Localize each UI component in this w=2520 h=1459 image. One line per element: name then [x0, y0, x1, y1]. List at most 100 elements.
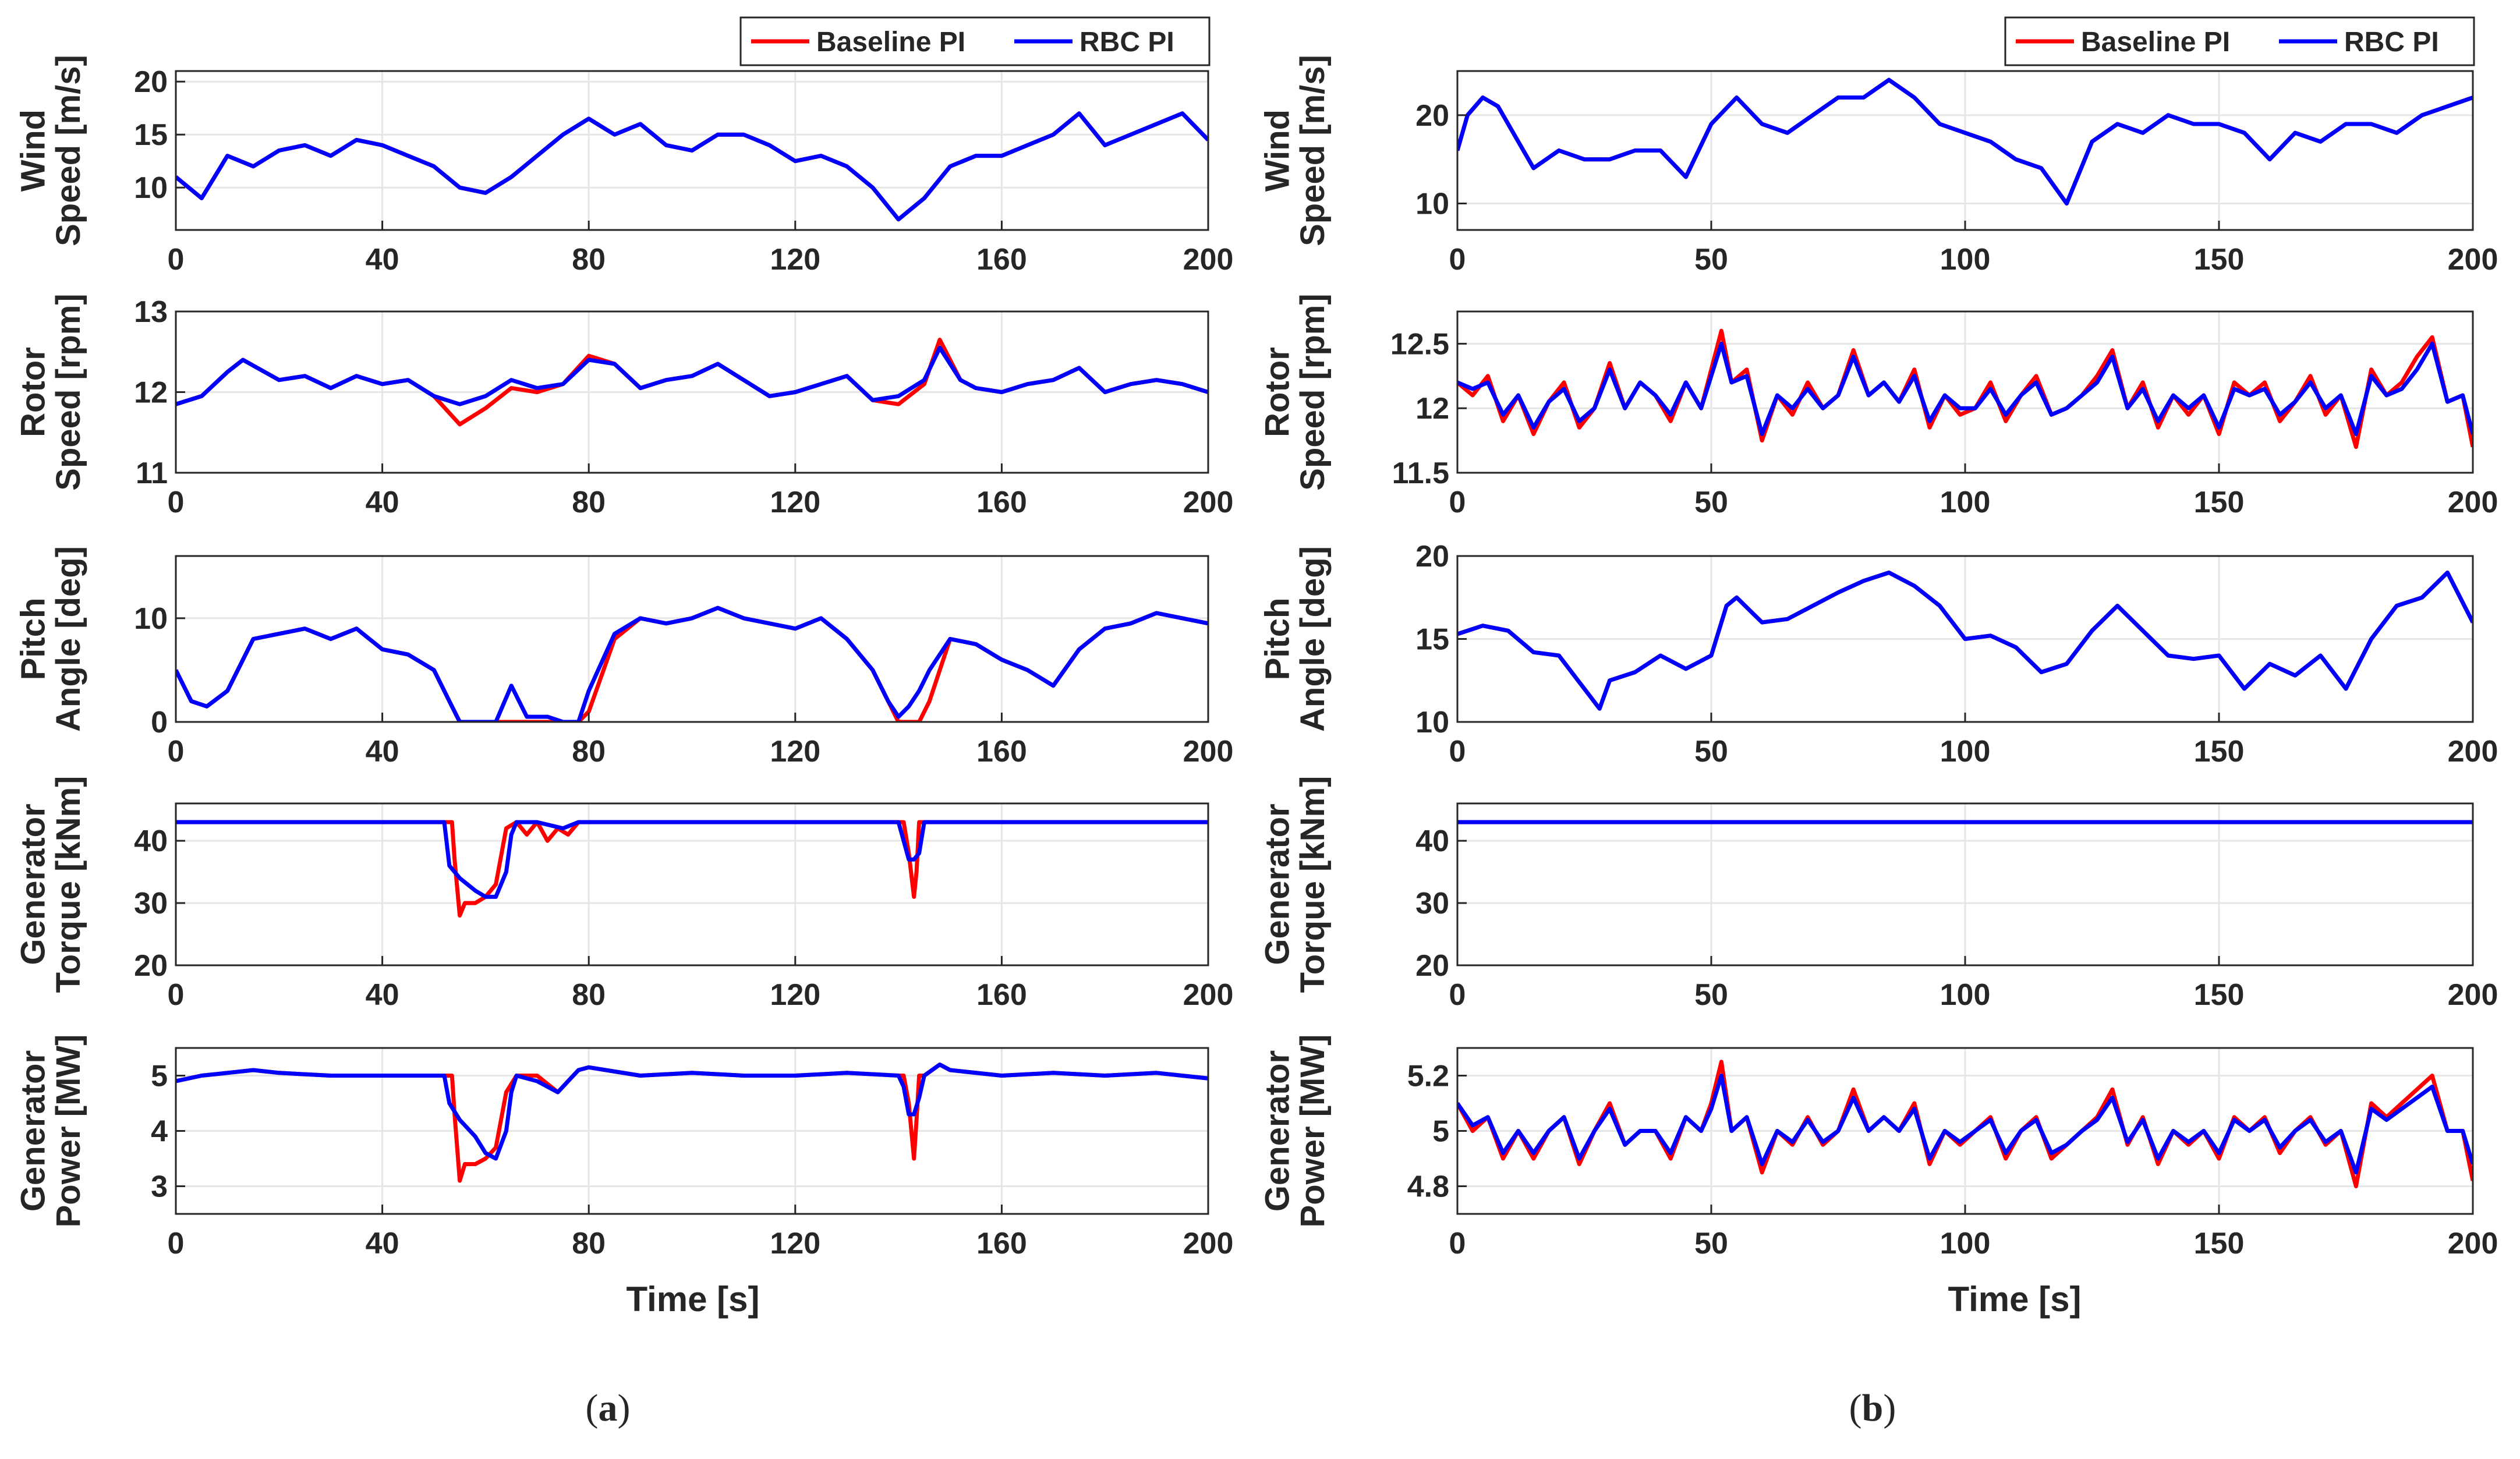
x-tick-label: 0: [1449, 978, 1466, 1012]
x-tick-label: 0: [1449, 1227, 1466, 1260]
subplot-b-pitch: 0 50 100 150 200 10 15 20 PitchAngle [deg]: [1258, 540, 2498, 769]
y-axis-label-line2: Speed [rpm]: [49, 293, 87, 490]
x-tick-label: 150: [2194, 1227, 2245, 1260]
y-axis-label-line1: Pitch: [1258, 598, 1296, 681]
y-axis-label-line1: Generator: [1258, 1050, 1296, 1212]
x-tick-label: 200: [1183, 735, 1234, 769]
y-axis-label-line1: Generator: [1258, 803, 1296, 965]
y-axis-label: WindSpeed [m/s]: [1258, 55, 1332, 246]
y-axis-label-line1: Generator: [14, 803, 52, 965]
y-tick-label: 15: [1415, 623, 1449, 657]
x-tick-label: 100: [1940, 978, 1991, 1012]
series-line-baseline-pi: [176, 820, 1208, 918]
series-line-rbc-pi: [1457, 341, 2473, 436]
axes-box: [175, 555, 1209, 723]
x-tick-label: 80: [572, 1227, 606, 1260]
x-tick-label: 150: [2194, 978, 2245, 1012]
legend-box: [2004, 16, 2475, 66]
y-axis-label: GeneratorPower [MW]: [1258, 1035, 1332, 1228]
x-tick-label: 80: [572, 978, 606, 1012]
y-axis-label-line2: Torque [kNm]: [49, 776, 87, 993]
y-axis-label-line2: Power [MW]: [49, 1035, 87, 1228]
x-tick-label: 200: [2448, 735, 2498, 769]
y-axis-label: GeneratorPower [MW]: [14, 1035, 87, 1228]
x-axis-label-b: Time [s]: [1948, 1280, 2082, 1319]
y-tick-label: 12: [1415, 392, 1449, 426]
subplot-a-power: 0 40 80 120 160 200 3 4 5 GeneratorPower [MW]: [14, 1035, 1233, 1260]
y-tick-label: 20: [1415, 540, 1449, 573]
y-tick-label: 20: [1415, 949, 1449, 983]
x-tick-label: 100: [1940, 243, 1991, 277]
x-tick-label: 150: [2194, 486, 2245, 519]
y-tick-label: 12.5: [1390, 327, 1449, 361]
y-tick-label: 30: [1415, 887, 1449, 920]
x-tick-label: 200: [2448, 486, 2498, 519]
caption-b-letter: b: [1862, 1387, 1884, 1429]
y-axis-label: GeneratorTorque [kNm]: [1258, 776, 1332, 993]
x-tick-label: 0: [1449, 243, 1466, 277]
x-tick-label: 50: [1694, 978, 1728, 1012]
subplot-b-wind: 0 50 100 150 200 10 20 WindSpeed [m/s] Baseline …: [1258, 16, 2498, 277]
y-tick-label: 10: [1415, 187, 1449, 221]
subplot-b-torque: 0 50 100 150 200 20 30 40 GeneratorTorque [kNm]: [1258, 776, 2498, 1012]
y-axis-label-line1: Rotor: [14, 347, 52, 437]
legend: Baseline PI RBC PI: [2004, 16, 2475, 66]
y-axis-label-line1: Wind: [1258, 109, 1296, 192]
x-tick-label: 0: [1449, 735, 1466, 769]
series-line-rbc-pi: [176, 605, 1208, 722]
x-tick-label: 50: [1694, 735, 1728, 769]
y-tick-label: 15: [134, 118, 168, 152]
series-line-rbc-pi: [1457, 571, 2473, 711]
y-tick-label: 11.5: [1392, 456, 1449, 490]
legend-label-baseline-pi: Baseline PI: [816, 27, 965, 58]
x-tick-label: 50: [1694, 243, 1728, 277]
subplot-b-power: 0 50 100 150 200 4.8 5 5.2 GeneratorPower [MW]: [1258, 1035, 2498, 1260]
x-tick-label: 200: [1183, 486, 1234, 519]
y-axis-label-line2: Speed [m/s]: [49, 55, 87, 246]
legend: Baseline PI RBC PI: [739, 16, 1211, 66]
x-tick-label: 200: [1183, 243, 1234, 277]
x-tick-label: 40: [366, 1227, 399, 1260]
x-tick-label: 0: [168, 1227, 185, 1260]
y-axis-label-line1: Pitch: [14, 598, 52, 681]
series-line-rbc-pi: [176, 820, 1208, 899]
legend-box: [739, 16, 1211, 66]
y-tick-label: 30: [134, 887, 168, 920]
plot-area: [176, 803, 1208, 965]
y-tick-label: 10: [1415, 706, 1449, 739]
x-tick-label: 200: [1183, 978, 1234, 1012]
y-tick-label: 20: [134, 65, 168, 99]
x-tick-label: 0: [168, 735, 185, 769]
y-tick-label: 12: [134, 376, 168, 410]
legend-label-baseline-pi: Baseline PI: [2081, 27, 2230, 58]
x-tick-label: 80: [572, 486, 606, 519]
x-tick-label: 0: [168, 486, 185, 519]
y-tick-label: 13: [134, 295, 168, 329]
series-line-rbc-pi: [1457, 77, 2473, 206]
x-axis-label-a: Time [s]: [627, 1280, 760, 1319]
y-axis-label-line1: Wind: [14, 109, 52, 192]
y-axis-label-line2: Torque [kNm]: [1294, 776, 1332, 993]
y-axis-label: GeneratorTorque [kNm]: [14, 776, 87, 993]
x-tick-label: 160: [976, 486, 1027, 519]
x-tick-label: 200: [2448, 978, 2498, 1012]
y-tick-label: 5.2: [1407, 1060, 1449, 1093]
x-tick-label: 120: [770, 978, 820, 1012]
x-tick-label: 120: [770, 735, 820, 769]
subplot-a-rotor: 0 40 80 120 160 200 11 12 13 RotorSpeed [rpm]: [14, 293, 1233, 519]
x-tick-label: 40: [366, 735, 399, 769]
y-tick-label: 20: [134, 949, 168, 983]
y-tick-label: 0: [151, 706, 168, 739]
y-axis-label-line2: Speed [m/s]: [1294, 55, 1332, 246]
y-tick-label: 3: [151, 1170, 168, 1204]
y-tick-label: 4.8: [1407, 1170, 1449, 1204]
x-tick-label: 160: [976, 243, 1027, 277]
series-line-rbc-pi: [176, 345, 1208, 406]
x-tick-label: 120: [770, 243, 820, 277]
y-axis-label-line2: Speed [rpm]: [1294, 293, 1332, 490]
caption-a: (a): [586, 1387, 631, 1429]
y-tick-label: 10: [134, 602, 168, 636]
y-tick-label: 10: [134, 171, 168, 205]
axes-box: [175, 70, 1209, 231]
